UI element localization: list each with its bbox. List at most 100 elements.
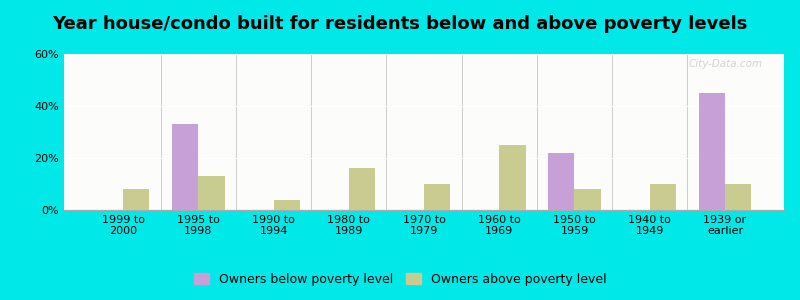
Bar xyxy=(64,107,784,209)
Bar xyxy=(64,116,784,209)
Bar xyxy=(64,65,784,208)
Bar xyxy=(64,171,784,210)
Bar xyxy=(64,62,784,208)
Bar xyxy=(64,149,784,209)
Bar xyxy=(64,74,784,209)
Bar xyxy=(64,59,784,208)
Bar xyxy=(64,135,784,209)
Bar xyxy=(64,143,784,209)
Bar xyxy=(64,202,784,210)
Bar xyxy=(64,56,784,208)
Bar xyxy=(64,137,784,209)
Bar xyxy=(64,113,784,209)
Bar xyxy=(64,101,784,209)
Bar xyxy=(64,188,784,210)
Bar xyxy=(64,54,784,208)
Bar xyxy=(64,172,784,210)
Bar xyxy=(64,196,784,210)
Bar xyxy=(64,98,784,209)
Bar xyxy=(64,160,784,209)
Bar xyxy=(64,184,784,210)
Bar xyxy=(64,70,784,208)
Bar xyxy=(64,79,784,209)
Bar xyxy=(64,163,784,209)
Bar xyxy=(64,68,784,208)
Bar xyxy=(349,168,375,210)
Bar xyxy=(64,85,784,209)
Bar xyxy=(64,119,784,209)
Bar xyxy=(64,96,784,209)
Bar xyxy=(64,191,784,210)
Bar xyxy=(64,102,784,209)
Bar xyxy=(64,201,784,210)
Bar xyxy=(64,194,784,210)
Bar xyxy=(64,109,784,209)
Bar xyxy=(172,124,198,210)
Bar xyxy=(64,169,784,210)
Bar xyxy=(64,157,784,209)
Bar xyxy=(64,174,784,210)
Bar xyxy=(64,168,784,210)
Bar xyxy=(698,93,725,210)
Bar xyxy=(64,57,784,208)
Bar xyxy=(725,184,751,210)
Bar xyxy=(64,190,784,210)
Bar xyxy=(64,76,784,209)
Bar xyxy=(64,90,784,209)
Bar xyxy=(64,162,784,209)
Bar xyxy=(64,94,784,209)
Bar xyxy=(548,153,574,210)
Bar xyxy=(64,130,784,209)
Bar xyxy=(64,204,784,210)
Bar xyxy=(64,129,784,209)
Bar xyxy=(64,205,784,210)
Bar xyxy=(64,179,784,210)
Bar xyxy=(64,87,784,209)
Bar xyxy=(64,208,784,210)
Bar xyxy=(64,67,784,208)
Bar xyxy=(64,176,784,210)
Bar xyxy=(64,148,784,209)
Bar xyxy=(64,60,784,208)
Bar xyxy=(274,200,300,210)
Bar xyxy=(123,189,150,210)
Bar xyxy=(64,187,784,210)
Bar xyxy=(64,115,784,209)
Bar xyxy=(574,189,601,210)
Bar xyxy=(64,185,784,210)
Bar xyxy=(64,138,784,209)
Bar xyxy=(64,182,784,210)
Bar xyxy=(64,110,784,209)
Bar xyxy=(64,126,784,209)
Bar xyxy=(64,123,784,209)
Bar xyxy=(64,151,784,209)
Bar xyxy=(64,132,784,209)
Bar xyxy=(64,104,784,209)
Bar xyxy=(198,176,225,210)
Bar xyxy=(64,82,784,209)
Bar xyxy=(499,145,526,210)
Bar xyxy=(64,106,784,209)
Bar xyxy=(64,155,784,209)
Bar xyxy=(64,140,784,209)
Text: Year house/condo built for residents below and above poverty levels: Year house/condo built for residents bel… xyxy=(52,15,748,33)
Bar xyxy=(650,184,676,210)
Bar xyxy=(64,154,784,209)
Bar xyxy=(64,124,784,209)
Bar xyxy=(64,177,784,210)
Legend: Owners below poverty level, Owners above poverty level: Owners below poverty level, Owners above… xyxy=(189,268,611,291)
Bar xyxy=(64,207,784,210)
Bar xyxy=(424,184,450,210)
Bar xyxy=(64,71,784,208)
Bar xyxy=(64,118,784,209)
Bar xyxy=(64,180,784,210)
Bar xyxy=(64,158,784,209)
Bar xyxy=(64,141,784,209)
Bar xyxy=(64,84,784,209)
Bar xyxy=(64,134,784,209)
Bar xyxy=(64,112,784,209)
Bar xyxy=(64,199,784,210)
Bar xyxy=(64,197,784,210)
Bar xyxy=(64,146,784,209)
Bar xyxy=(64,63,784,208)
